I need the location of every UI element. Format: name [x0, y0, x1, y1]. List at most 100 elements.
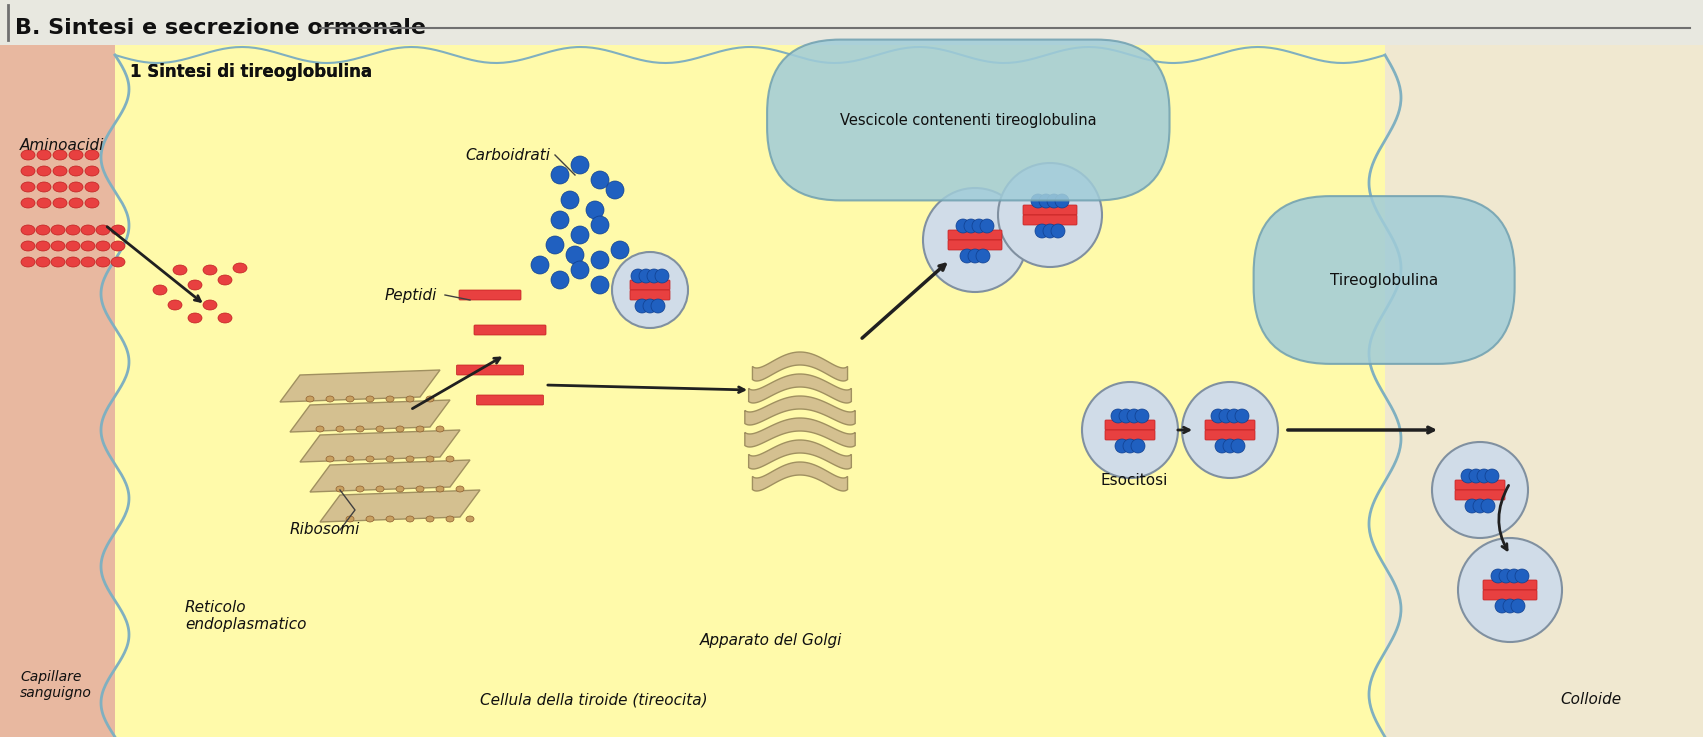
Ellipse shape	[647, 269, 661, 283]
Ellipse shape	[565, 246, 584, 264]
Ellipse shape	[571, 156, 589, 174]
Ellipse shape	[366, 456, 375, 462]
Ellipse shape	[203, 265, 216, 275]
Text: Peptidi: Peptidi	[385, 287, 438, 302]
Text: Carboidrati: Carboidrati	[465, 147, 550, 162]
Ellipse shape	[1470, 469, 1483, 483]
FancyBboxPatch shape	[949, 240, 1001, 250]
Ellipse shape	[998, 163, 1102, 267]
Ellipse shape	[20, 198, 36, 208]
Ellipse shape	[317, 426, 324, 432]
Text: Apparato del Golgi: Apparato del Golgi	[700, 632, 843, 648]
Ellipse shape	[1110, 409, 1126, 423]
Ellipse shape	[1223, 439, 1236, 453]
PathPatch shape	[753, 352, 848, 381]
Text: Colloide: Colloide	[1560, 693, 1621, 708]
Ellipse shape	[85, 198, 99, 208]
Ellipse shape	[552, 211, 569, 229]
Ellipse shape	[1432, 442, 1528, 538]
FancyBboxPatch shape	[1105, 430, 1155, 440]
Ellipse shape	[51, 225, 65, 235]
Ellipse shape	[233, 263, 247, 273]
Ellipse shape	[36, 225, 49, 235]
Ellipse shape	[70, 166, 83, 176]
Ellipse shape	[571, 261, 589, 279]
Ellipse shape	[169, 300, 182, 310]
PathPatch shape	[310, 460, 470, 492]
Ellipse shape	[218, 275, 232, 285]
Ellipse shape	[635, 299, 649, 313]
Ellipse shape	[387, 396, 393, 402]
Ellipse shape	[1127, 409, 1141, 423]
Ellipse shape	[1051, 224, 1064, 238]
PathPatch shape	[320, 490, 480, 522]
Ellipse shape	[82, 225, 95, 235]
Ellipse shape	[85, 150, 99, 160]
Ellipse shape	[1081, 382, 1178, 478]
Ellipse shape	[346, 456, 354, 462]
PathPatch shape	[279, 370, 439, 402]
Ellipse shape	[591, 276, 610, 294]
Ellipse shape	[37, 182, 51, 192]
Ellipse shape	[397, 426, 404, 432]
Ellipse shape	[632, 269, 645, 283]
Ellipse shape	[325, 456, 334, 462]
Ellipse shape	[37, 150, 51, 160]
Ellipse shape	[1477, 469, 1492, 483]
Ellipse shape	[1499, 569, 1512, 583]
Ellipse shape	[1042, 224, 1058, 238]
FancyBboxPatch shape	[1206, 420, 1255, 430]
Ellipse shape	[203, 300, 216, 310]
Ellipse shape	[53, 198, 66, 208]
Text: Tireoglobulina: Tireoglobulina	[1330, 273, 1439, 287]
Ellipse shape	[82, 241, 95, 251]
PathPatch shape	[749, 374, 852, 403]
Ellipse shape	[111, 241, 124, 251]
Text: 1 Sintesi di tireoglobulina: 1 Sintesi di tireoglobulina	[129, 63, 371, 81]
Ellipse shape	[346, 516, 354, 522]
FancyBboxPatch shape	[0, 45, 116, 737]
Ellipse shape	[651, 299, 664, 313]
Ellipse shape	[1235, 409, 1248, 423]
Ellipse shape	[36, 241, 49, 251]
Ellipse shape	[1485, 469, 1499, 483]
Ellipse shape	[923, 188, 1027, 292]
Ellipse shape	[964, 219, 978, 233]
Ellipse shape	[111, 225, 124, 235]
Ellipse shape	[426, 516, 434, 522]
Ellipse shape	[1134, 409, 1150, 423]
FancyBboxPatch shape	[630, 280, 669, 290]
Ellipse shape	[467, 516, 473, 522]
Ellipse shape	[656, 269, 669, 283]
Ellipse shape	[95, 225, 111, 235]
Ellipse shape	[1226, 409, 1241, 423]
Ellipse shape	[346, 396, 354, 402]
Ellipse shape	[66, 225, 80, 235]
Ellipse shape	[356, 426, 364, 432]
Ellipse shape	[1461, 469, 1475, 483]
Ellipse shape	[111, 257, 124, 267]
Ellipse shape	[1030, 194, 1046, 208]
Text: Cellula della tiroide (tireocita): Cellula della tiroide (tireocita)	[480, 693, 708, 708]
Ellipse shape	[547, 236, 564, 254]
Ellipse shape	[335, 486, 344, 492]
Ellipse shape	[397, 486, 404, 492]
Ellipse shape	[446, 456, 455, 462]
Ellipse shape	[586, 201, 605, 219]
Ellipse shape	[376, 426, 383, 432]
Ellipse shape	[591, 171, 610, 189]
Ellipse shape	[85, 182, 99, 192]
FancyBboxPatch shape	[116, 45, 1385, 737]
Ellipse shape	[1054, 194, 1069, 208]
Ellipse shape	[37, 166, 51, 176]
Ellipse shape	[426, 396, 434, 402]
Ellipse shape	[456, 486, 463, 492]
FancyBboxPatch shape	[630, 290, 669, 300]
PathPatch shape	[300, 430, 460, 462]
Ellipse shape	[552, 271, 569, 289]
FancyBboxPatch shape	[473, 325, 547, 335]
FancyBboxPatch shape	[1483, 590, 1538, 600]
Ellipse shape	[560, 191, 579, 209]
Ellipse shape	[436, 486, 444, 492]
FancyBboxPatch shape	[1105, 420, 1155, 430]
